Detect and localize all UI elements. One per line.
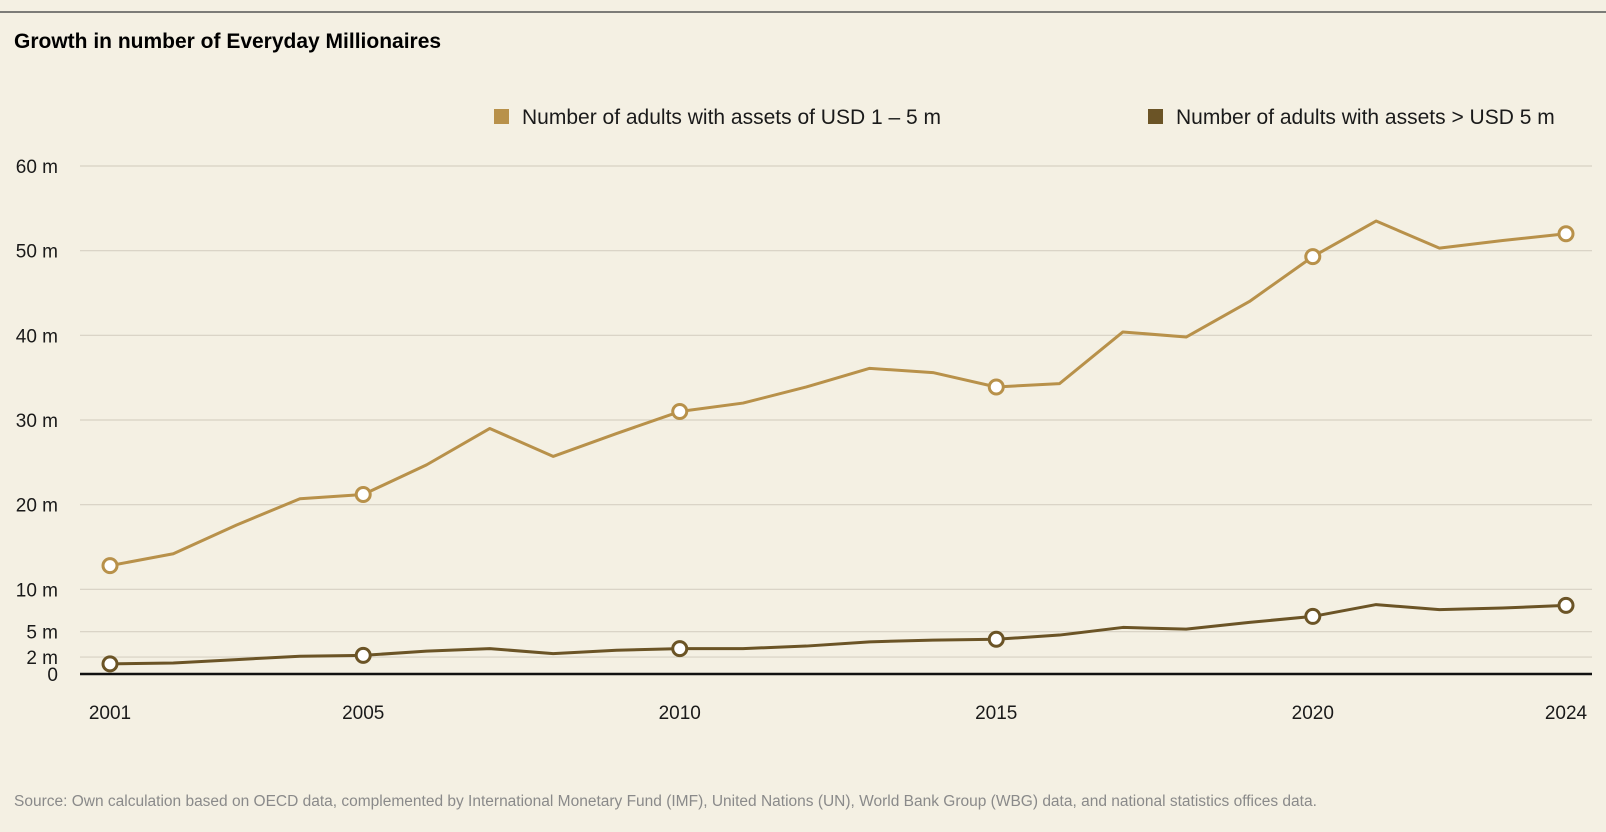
data-point xyxy=(1557,225,1575,243)
y-tick-label: 30 m xyxy=(16,411,58,432)
legend-label: Number of adults with assets of USD 1 – … xyxy=(522,106,941,129)
y-tick-label: 20 m xyxy=(16,496,58,517)
y-tick-label: 10 m xyxy=(16,580,58,601)
x-tick-label: 2020 xyxy=(1292,703,1334,724)
series-line xyxy=(109,219,1567,568)
x-tick-label: 2015 xyxy=(975,703,1017,724)
y-tick-label: 50 m xyxy=(16,242,58,263)
y-tick-label: 40 m xyxy=(16,326,58,347)
y-tick-label: 0 xyxy=(47,665,58,686)
data-point xyxy=(1557,596,1575,614)
x-tick-label: 2005 xyxy=(342,703,384,724)
data-point xyxy=(987,630,1005,648)
series-line xyxy=(109,603,1567,666)
data-point xyxy=(354,486,372,504)
data-point xyxy=(101,557,119,575)
x-tick-label: 2001 xyxy=(89,703,131,724)
data-point xyxy=(671,403,689,421)
legend-label: Number of adults with assets > USD 5 m xyxy=(1176,106,1555,129)
data-point xyxy=(101,655,119,673)
data-point xyxy=(987,378,1005,396)
legend-swatch xyxy=(1148,109,1163,124)
legend-swatch xyxy=(494,109,509,124)
source-note: Source: Own calculation based on OECD da… xyxy=(14,793,1317,810)
data-point xyxy=(1304,607,1322,625)
y-tick-label: 2 m xyxy=(26,648,58,669)
y-tick-label: 5 m xyxy=(26,623,58,644)
y-tick-label: 60 m xyxy=(16,157,58,178)
x-tick-label: 2024 xyxy=(1545,703,1588,724)
data-point xyxy=(354,646,372,664)
data-point xyxy=(671,640,689,658)
data-point xyxy=(1304,248,1322,266)
x-tick-label: 2010 xyxy=(659,703,701,724)
chart-title: Growth in number of Everyday Millionaire… xyxy=(14,30,441,53)
